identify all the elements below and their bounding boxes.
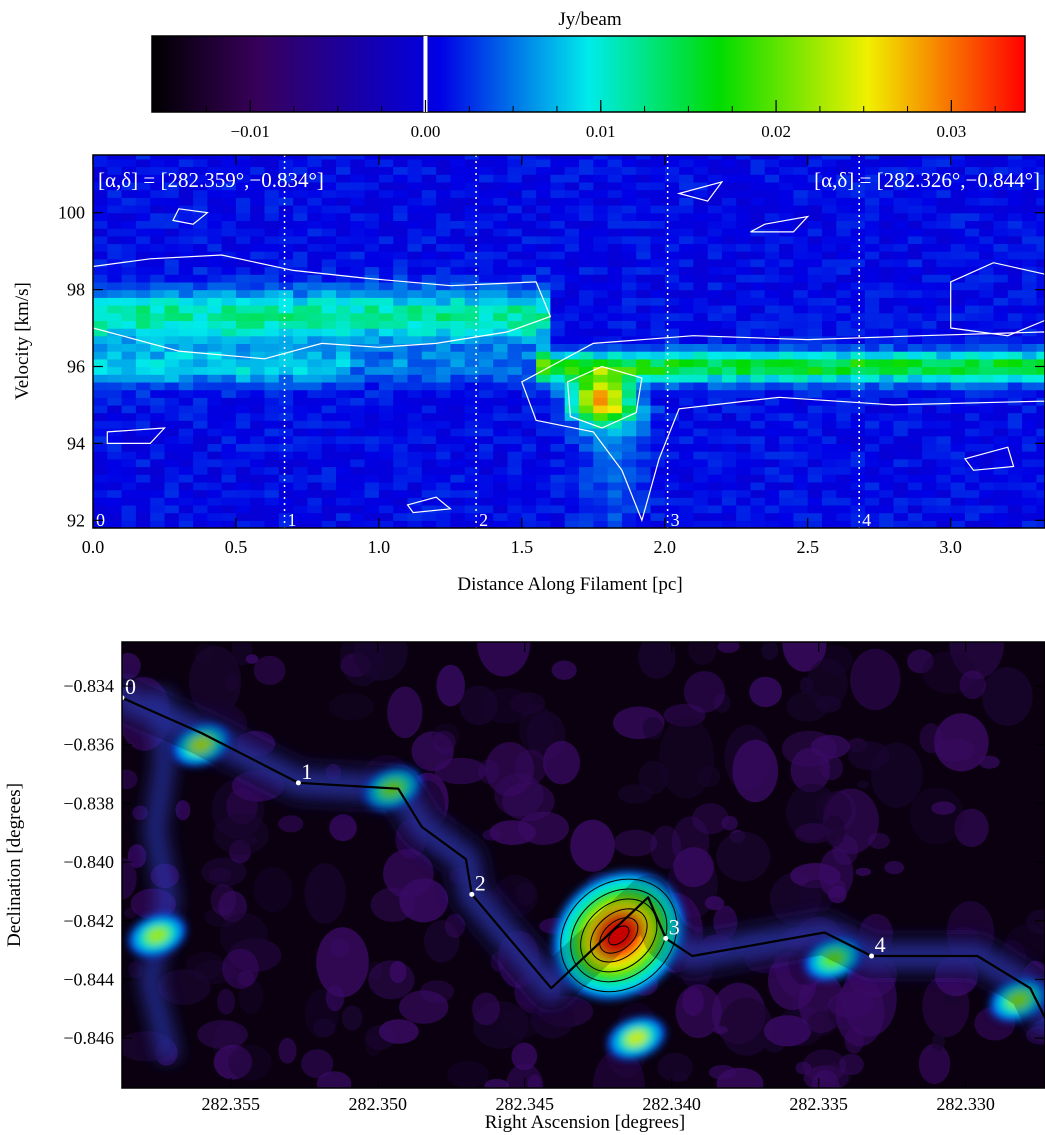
pv-contour	[676, 180, 724, 202]
pv-ytick-label: 96	[67, 356, 85, 376]
pv-contour	[566, 365, 643, 429]
pv-marker-label: 3	[671, 510, 680, 530]
map-xtick-label: 282.355	[202, 1094, 261, 1114]
colorbar-tick-label: −0.01	[230, 122, 269, 141]
pv-xtick-label: 0.5	[225, 537, 248, 557]
pv-contour	[963, 446, 1015, 471]
map-contour	[580, 898, 658, 973]
pv-marker-label: 2	[479, 510, 488, 530]
map-xtick-label: 282.335	[789, 1094, 848, 1114]
map-marker-dot	[663, 935, 669, 941]
colorbar-tick-label: 0.03	[936, 122, 966, 141]
map-marker-label: 3	[669, 914, 680, 939]
map-xlabel: Right Ascension [degrees]	[485, 1112, 686, 1133]
map-source	[600, 917, 637, 953]
map-xtick-label: 282.330	[936, 1094, 995, 1114]
map-ytick-label: −0.844	[63, 969, 114, 989]
colorbar-label: Jy/beam	[558, 9, 622, 30]
pv-xtick-label: 2.0	[654, 537, 677, 557]
pv-contour	[406, 496, 452, 514]
pv-ytick-label: 100	[58, 203, 85, 223]
colorbar-tick-label: 0.02	[761, 122, 791, 141]
pv-xlabel: Distance Along Filament [pc]	[457, 574, 682, 595]
pv-contour	[521, 331, 1045, 523]
colorbar-gradient	[151, 35, 1026, 113]
map-marker-dot	[295, 780, 301, 786]
map-source	[190, 736, 212, 753]
pv-contour	[106, 427, 166, 444]
map-contour	[589, 908, 648, 963]
map-source	[822, 951, 844, 967]
pv-xtick-label: 1.5	[511, 537, 534, 557]
colorbar-tick-label: 0.01	[586, 122, 616, 141]
pv-xtick-label: 1.0	[368, 537, 391, 557]
pv-marker-label: 0	[96, 510, 105, 530]
map-marker-label: 4	[875, 932, 886, 957]
pv-image: 0 1 2 3 4	[93, 155, 1045, 530]
pv-ytick-label: 98	[67, 280, 85, 300]
pv-ylabel: Velocity [km/s]	[12, 282, 33, 400]
pv-marker-label: 1	[288, 510, 297, 530]
map-xtick-label: 282.350	[348, 1094, 407, 1114]
pv-contour	[950, 262, 1045, 337]
pv-contour	[93, 254, 552, 360]
map-marker-label: 1	[301, 759, 312, 784]
colorbar-ticks: −0.01 0.00 0.01 0.02 0.03	[205, 100, 996, 141]
pv-xtick-label: 2.5	[796, 537, 819, 557]
map-xtick-label: 282.345	[495, 1094, 554, 1114]
map-marker-dot	[469, 891, 475, 897]
map-ytick-label: −0.838	[63, 793, 114, 813]
map-source	[1008, 992, 1030, 1008]
colorbar: Jy/beam −0.01 0.00 0.01 0.02 0.03	[151, 9, 1026, 141]
map-source	[146, 927, 168, 944]
map-xtick-label: 282.340	[642, 1094, 701, 1114]
colorbar-tick-label: 0.00	[411, 122, 441, 141]
pv-marker-label: 4	[862, 510, 871, 530]
map-contour	[570, 888, 668, 983]
pv-xtick-label: 3.0	[939, 537, 962, 557]
map-contour	[560, 878, 678, 993]
map-source	[625, 1030, 647, 1046]
map-ytick-label: −0.834	[63, 676, 114, 696]
pv-frame	[92, 154, 1045, 529]
pv-end-coord: [α,δ] = [282.326°,−0.844°]	[814, 168, 1040, 192]
pv-ytick-label: 92	[67, 510, 85, 530]
pv-start-coord: [α,δ] = [282.359°,−0.834°]	[98, 168, 324, 192]
map-ylabel: Declination [degrees]	[4, 783, 25, 947]
map-ytick-label: −0.842	[63, 911, 114, 931]
map-ytick-label: −0.846	[63, 1028, 114, 1048]
pv-contour	[172, 208, 209, 225]
filament-line	[122, 696, 1045, 1019]
map-contour	[599, 917, 639, 954]
pv-contour	[750, 215, 810, 233]
pv-contours	[93, 180, 1045, 523]
map-marker-dot	[869, 953, 875, 959]
map-frame	[121, 641, 1045, 1089]
map-marker-label: 2	[475, 870, 486, 895]
map-ytick-label: −0.836	[63, 735, 114, 755]
map-ytick-label: −0.840	[63, 852, 114, 872]
pv-ytick-label: 94	[67, 433, 85, 453]
pv-xtick-label: 0.0	[82, 537, 105, 557]
